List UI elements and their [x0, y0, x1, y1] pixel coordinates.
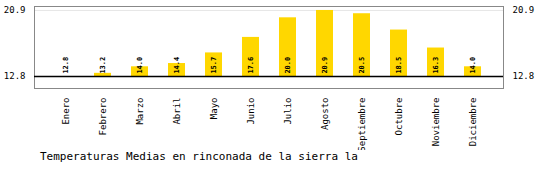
- svg-text:14.4: 14.4: [173, 57, 181, 74]
- svg-text:16.3: 16.3: [432, 57, 440, 74]
- svg-text:Marzo: Marzo: [135, 98, 145, 125]
- svg-text:Noviembre: Noviembre: [431, 98, 441, 147]
- svg-text:Junio: Junio: [246, 98, 256, 125]
- svg-text:Abril: Abril: [172, 98, 182, 125]
- svg-text:Enero: Enero: [61, 98, 71, 125]
- svg-text:20.5: 20.5: [358, 57, 366, 74]
- svg-text:Mayo: Mayo: [209, 98, 219, 120]
- svg-text:12.8: 12.8: [62, 57, 70, 74]
- svg-text:18.5: 18.5: [395, 57, 403, 74]
- svg-text:Julio: Julio: [283, 98, 293, 125]
- svg-text:20.0: 20.0: [284, 57, 292, 74]
- svg-text:14.0: 14.0: [469, 57, 477, 74]
- svg-text:20.9: 20.9: [321, 57, 329, 74]
- svg-text:Octubre: Octubre: [394, 98, 404, 136]
- svg-text:Diciembre: Diciembre: [468, 98, 478, 147]
- svg-text:20.9: 20.9: [513, 5, 535, 15]
- svg-text:17.6: 17.6: [247, 57, 255, 74]
- html-text:Temperaturas Medias en rincona: Temperaturas Medias en rinconada de la s…: [40, 150, 358, 163]
- svg-text:12.8: 12.8: [513, 71, 535, 81]
- svg-text:Febrero: Febrero: [98, 98, 108, 136]
- svg-text:20.9: 20.9: [4, 5, 26, 15]
- svg-text:Agosto: Agosto: [320, 98, 330, 131]
- svg-text:Septiembre: Septiembre: [357, 98, 367, 151]
- svg-text:12.8: 12.8: [4, 71, 26, 81]
- svg-text:14.0: 14.0: [136, 57, 144, 74]
- svg-text:15.7: 15.7: [210, 57, 218, 74]
- svg-text:13.2: 13.2: [99, 57, 107, 74]
